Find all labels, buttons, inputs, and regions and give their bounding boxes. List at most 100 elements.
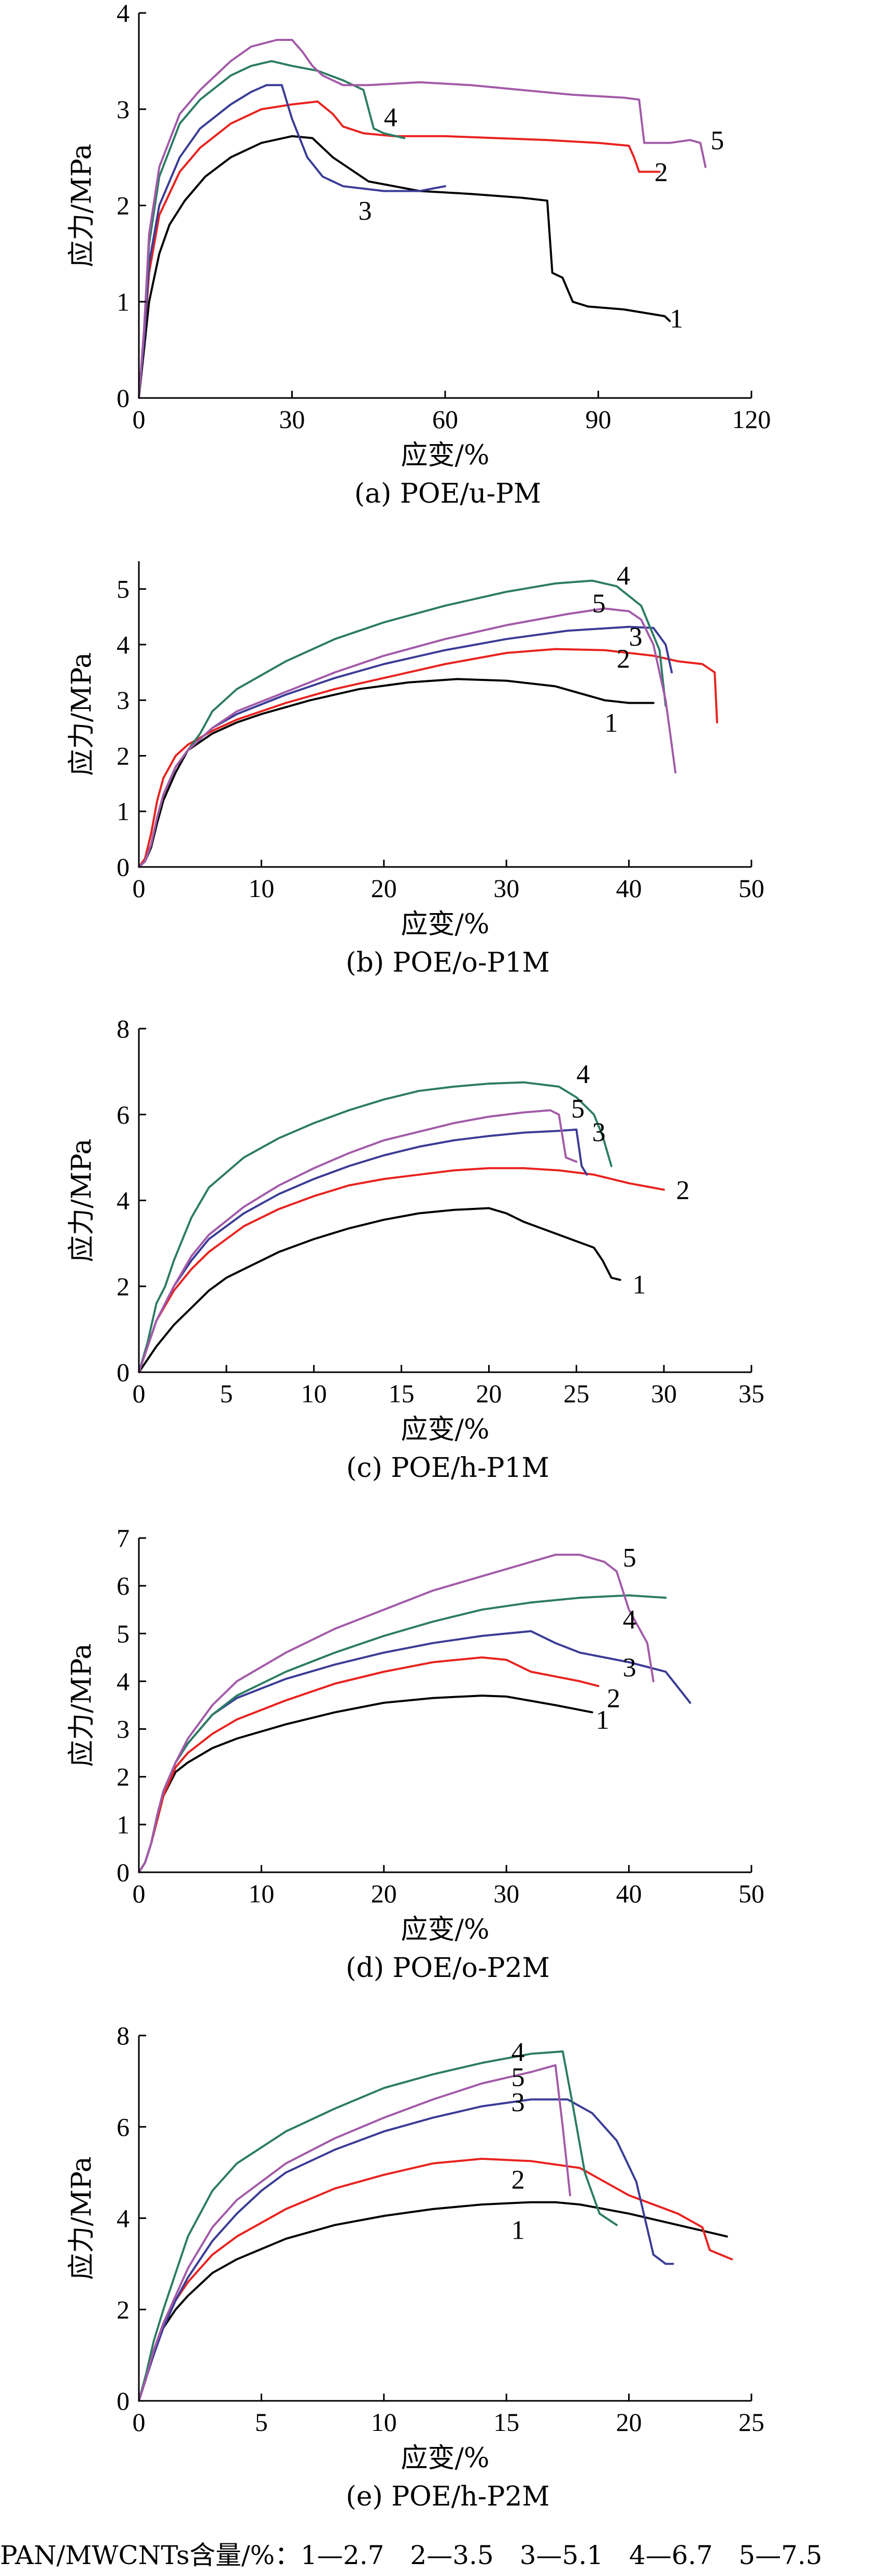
x-tick-label: 25	[738, 2408, 764, 2437]
x-axis-title: 应变/%	[401, 440, 490, 471]
series-line-1	[138, 2201, 728, 2402]
panel-caption: (b) POE/o-P1M	[346, 947, 550, 978]
y-tick-label: 1	[117, 287, 130, 316]
series-line-4	[138, 2050, 618, 2402]
series-line-4	[138, 1594, 667, 1873]
x-tick-label: 0	[133, 1879, 146, 1908]
x-tick-label: 10	[371, 2408, 397, 2437]
series-label-3: 3	[511, 2088, 525, 2117]
y-tick-label: 4	[117, 2204, 130, 2233]
series-label-4: 4	[576, 1060, 590, 1089]
y-axis-title: 应力/MPa	[66, 1138, 97, 1262]
x-tick-label: 15	[493, 2408, 519, 2437]
x-tick-label: 40	[616, 874, 642, 903]
series-label-2: 2	[607, 1684, 620, 1714]
y-tick-label: 6	[117, 1100, 130, 1129]
x-tick-label: 20	[371, 874, 397, 903]
series-line-5	[138, 2064, 572, 2402]
series-label-5: 5	[592, 589, 606, 618]
x-tick-label: 0	[133, 874, 146, 903]
panel-caption: (d) POE/o-P2M	[346, 1953, 550, 1984]
x-tick-label: 20	[371, 1879, 397, 1908]
y-tick-label: 7	[117, 1524, 130, 1553]
series-label-2: 2	[511, 2166, 525, 2195]
y-axis-title: 应力/MPa	[66, 1643, 97, 1767]
series-label-5: 5	[571, 1094, 585, 1123]
series-line-1	[138, 1207, 621, 1373]
series-label-3: 3	[629, 622, 643, 652]
y-tick-label: 4	[117, 630, 130, 659]
y-tick-label-origin: 0	[117, 2386, 130, 2415]
y-tick-label: 3	[117, 686, 130, 715]
series-label-4: 4	[617, 561, 630, 591]
series-label-1: 1	[596, 1705, 609, 1735]
series-label-2: 2	[655, 158, 668, 187]
y-tick-label: 2	[117, 191, 130, 220]
panel-caption: (e) POE/h-P2M	[346, 2481, 549, 2512]
series-label-2: 2	[676, 1176, 690, 1205]
x-axis-title: 应变/%	[401, 909, 490, 940]
chart-panel-1: 0 30 60 90 120 1 2 3 4 0 1 2 3 4 5 应变/% 应力/MPa (a) POE/u-…	[66, 0, 771, 509]
x-tick-label: 0	[133, 1379, 146, 1408]
series-line-2	[138, 1167, 665, 1373]
y-axis-title: 应力/MPa	[66, 144, 97, 267]
series-line-3	[138, 1630, 691, 1873]
x-tick-label: 10	[301, 1379, 327, 1408]
y-tick-label: 2	[117, 1762, 130, 1791]
y-tick-label: 2	[117, 1272, 130, 1301]
y-tick-label: 6	[117, 1571, 130, 1600]
series-line-1	[138, 678, 655, 868]
series-line-3	[138, 625, 673, 868]
y-axis-title: 应力/MPa	[66, 652, 97, 776]
x-axis-title: 应变/%	[401, 1914, 490, 1945]
series-line-1	[138, 135, 671, 399]
y-tick-label: 8	[117, 2021, 130, 2050]
y-tick-label: 4	[117, 1186, 130, 1215]
series-label-1: 1	[670, 304, 683, 334]
series-line-5	[138, 1109, 578, 1373]
series-label-2: 2	[617, 645, 630, 674]
x-tick-label: 30	[651, 1379, 677, 1408]
panel-caption: (c) POE/h-P1M	[346, 1453, 549, 1484]
y-tick-label: 5	[117, 575, 130, 604]
x-tick-label: 20	[476, 1379, 502, 1408]
y-tick-label: 2	[117, 741, 130, 770]
y-tick-label-origin: 0	[117, 852, 130, 881]
series-label-3: 3	[359, 196, 372, 226]
x-tick-label: 0	[133, 2408, 146, 2437]
series-line-3	[138, 1128, 588, 1373]
series-line-5	[138, 607, 677, 868]
series-line-3	[138, 2098, 674, 2402]
y-tick-label: 6	[117, 2112, 130, 2141]
y-tick-label-origin: 0	[117, 1358, 130, 1387]
series-line-4	[138, 1081, 613, 1373]
series-label-1: 1	[604, 708, 618, 738]
legend-line: PAN/MWCNTs含量/%：1—2.7 2—3.5 3—5.1 4—6.7 5…	[0, 2540, 822, 2570]
series-line-4	[138, 60, 406, 399]
y-tick-label: 4	[117, 1667, 130, 1696]
panel-caption: (a) POE/u-PM	[354, 478, 542, 509]
series-label-5: 5	[710, 126, 724, 155]
y-tick-label: 5	[117, 1619, 130, 1648]
series-line-3	[138, 84, 446, 399]
x-tick-label: 90	[586, 405, 611, 434]
series-label-5: 5	[511, 2062, 525, 2092]
y-tick-label: 8	[117, 1014, 130, 1043]
x-tick-label: 50	[738, 874, 764, 903]
x-axis-title: 应变/%	[401, 2443, 490, 2474]
x-tick-label: 25	[563, 1379, 589, 1408]
series-label-1: 1	[632, 1270, 646, 1300]
x-tick-label: 30	[493, 1879, 519, 1908]
x-tick-label: 35	[738, 1379, 764, 1408]
x-tick-label: 10	[248, 1879, 274, 1908]
x-tick-label: 30	[493, 874, 519, 903]
x-tick-label: 120	[732, 405, 771, 434]
y-tick-label: 3	[117, 1715, 130, 1744]
y-tick-label: 1	[117, 1810, 130, 1839]
y-axis-title: 应力/MPa	[66, 2156, 97, 2280]
